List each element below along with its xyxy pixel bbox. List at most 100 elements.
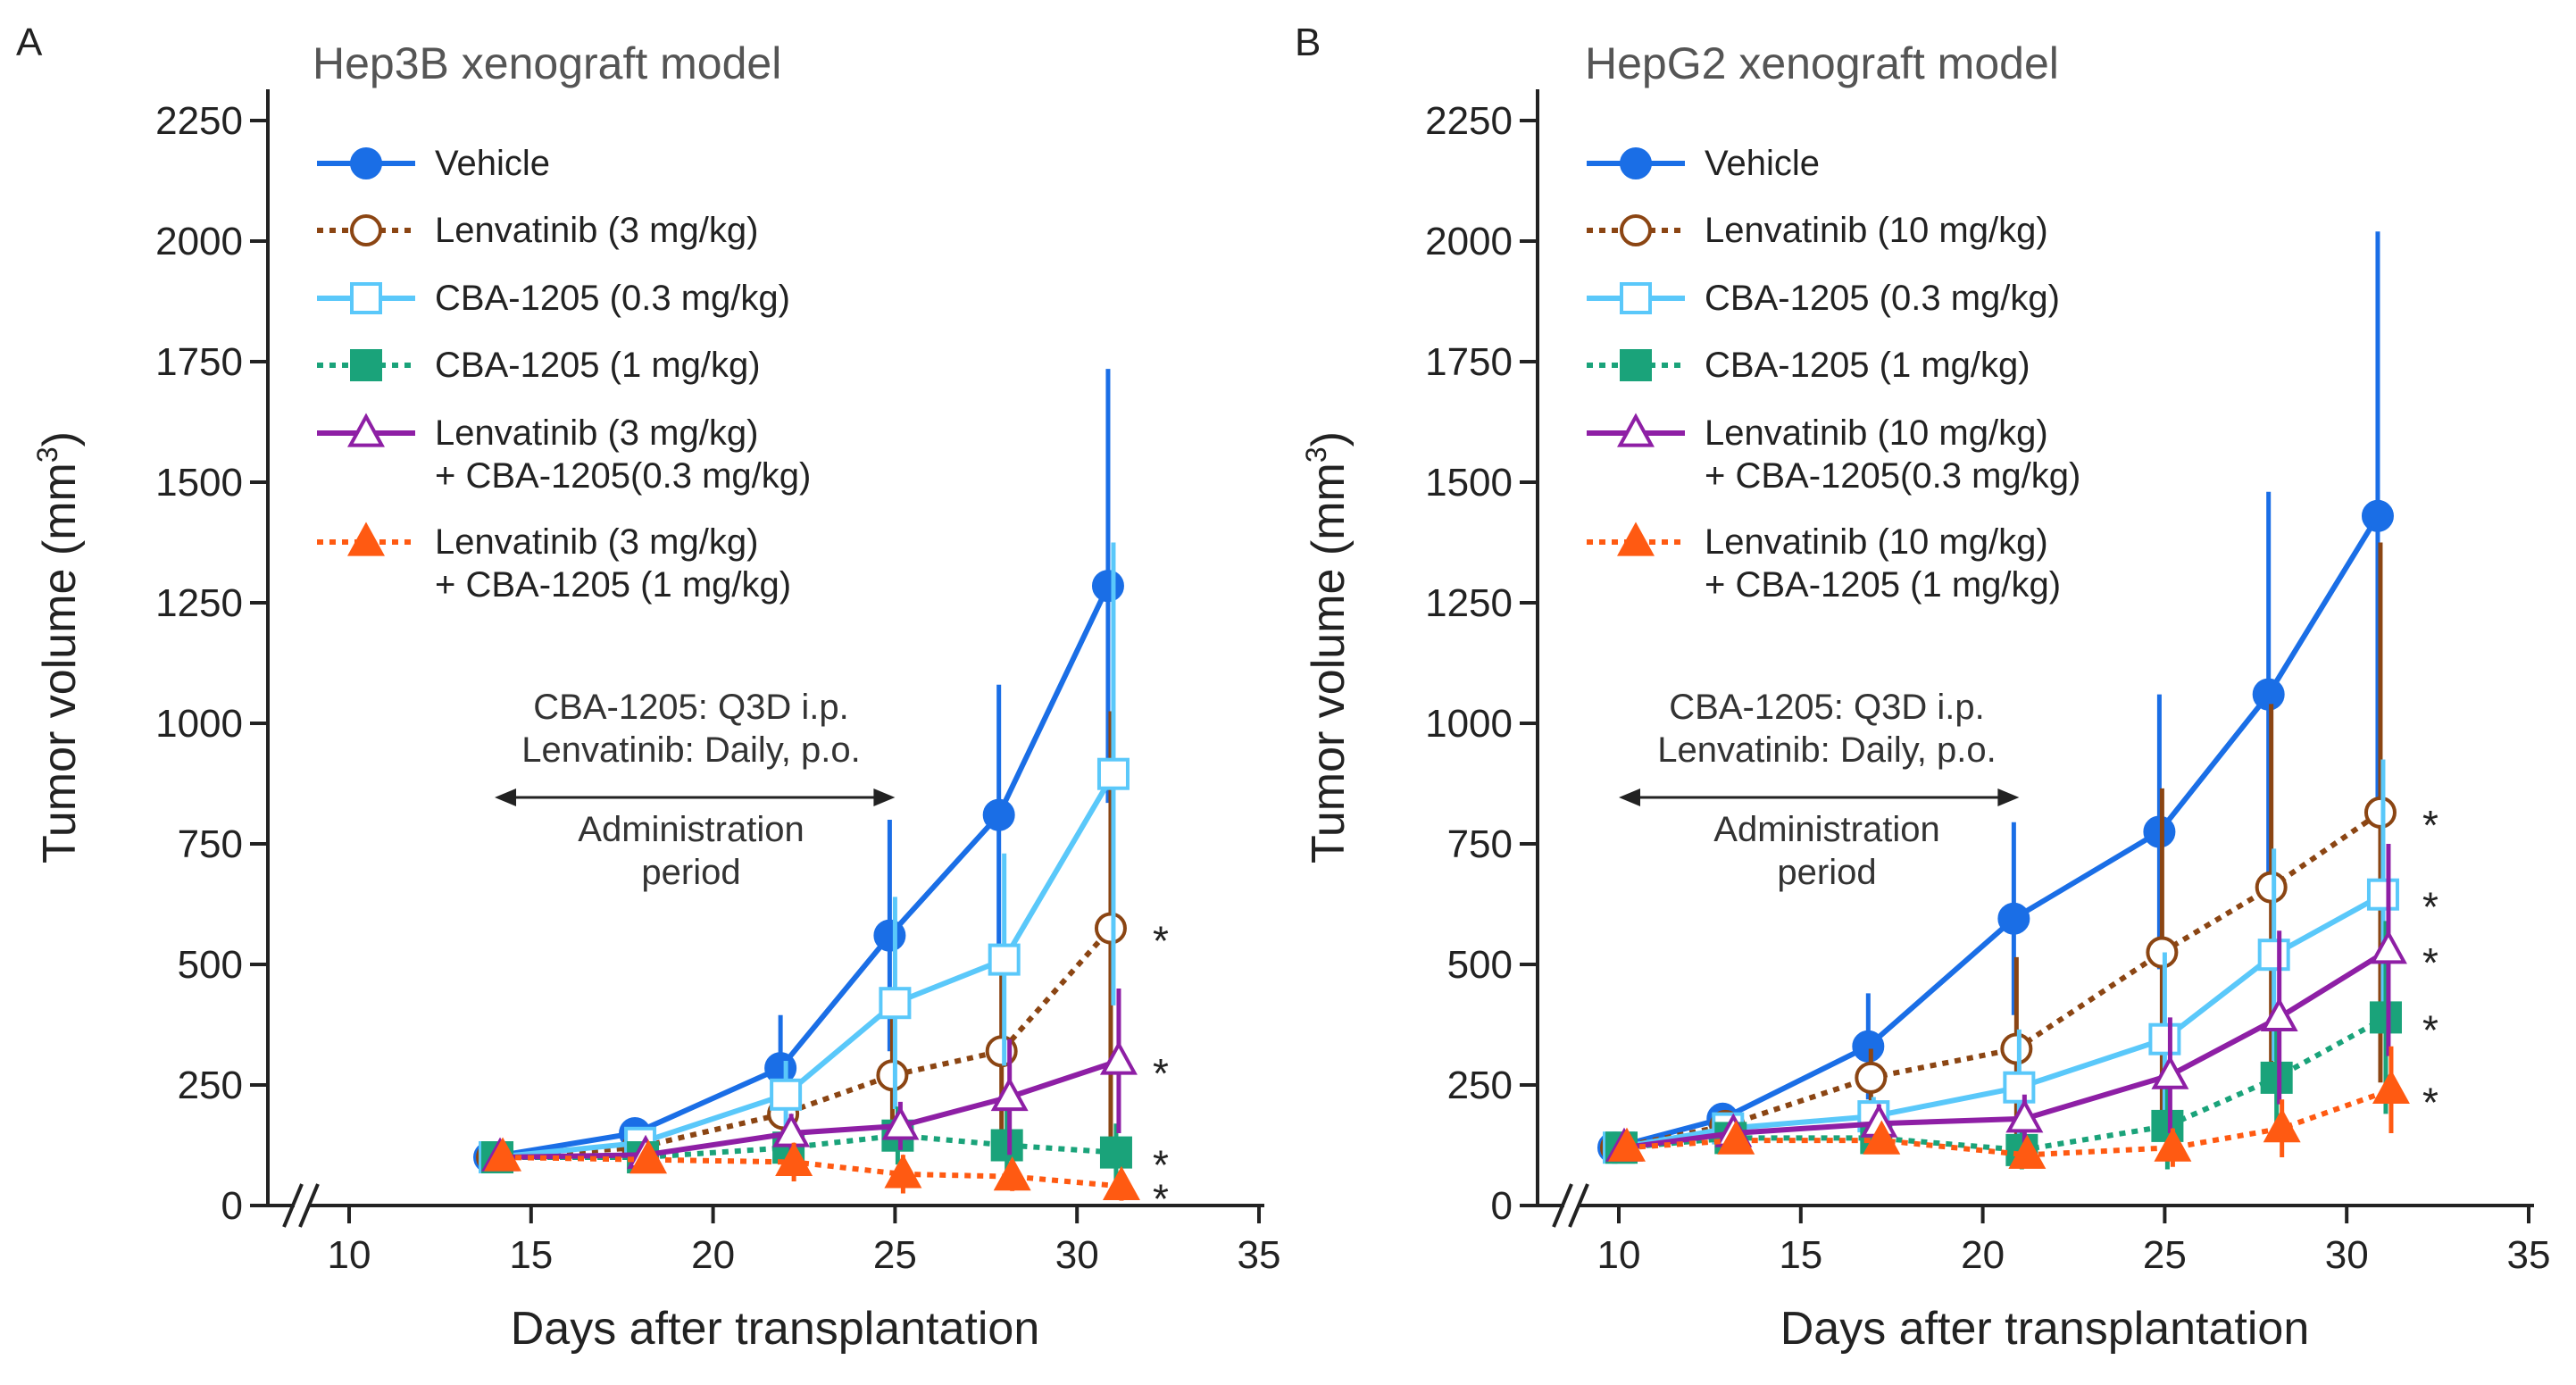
panel-b-plot-area: * * * * * bbox=[1597, 231, 2438, 1170]
legend-marker-veh bbox=[350, 147, 382, 179]
panel-a-legend-label-combo-low-line-2: + CBA-1205(0.3 mg/kg) bbox=[435, 456, 811, 496]
data-point-veh bbox=[764, 1052, 797, 1085]
panel-b-legend-item-cba-low: CBA-1205 (0.3 mg/kg) bbox=[1587, 279, 2060, 318]
data-point-veh bbox=[982, 798, 1015, 831]
panel-a-x-ticks: 10 15 20 25 30 35 bbox=[328, 1206, 1281, 1277]
panel-b-legend-item-combo-low: Lenvatinib (10 mg/kg) + CBA-1205(0.3 mg/… bbox=[1587, 413, 2080, 496]
panel-a-legend-symbol-combo-high bbox=[317, 521, 415, 556]
panel-a-legend-label-cba-high: CBA-1205 (1 mg/kg) bbox=[435, 346, 761, 385]
data-point-len bbox=[2000, 1032, 2033, 1065]
data-point-cbaHigh bbox=[2369, 1001, 2402, 1034]
panel-b-legend-item-combo-high: Lenvatinib (10 mg/kg) + CBA-1205 (1 mg/k… bbox=[1587, 521, 2061, 605]
data-point-veh bbox=[2361, 499, 2394, 532]
significance-star-cbaLow: * bbox=[2422, 884, 2438, 930]
panel-a-period-line-2: period bbox=[641, 853, 740, 892]
arrow-head-left bbox=[495, 788, 517, 806]
legend-marker-cbaLow bbox=[1620, 282, 1652, 314]
series-line-veh bbox=[488, 584, 1111, 1160]
panel-a-title: Hep3B xenograft model bbox=[313, 38, 781, 88]
panel-b-administration-arrow bbox=[1619, 788, 2020, 806]
y-tick-label: 250 bbox=[1447, 1064, 1513, 1107]
panel-a-legend-item-combo-high: Lenvatinib (3 mg/kg) + CBA-1205 (1 mg/kg… bbox=[317, 521, 791, 605]
significance-star-cbaHigh: * bbox=[2422, 1006, 2438, 1053]
legend-marker-len bbox=[1620, 214, 1652, 246]
panel-b-period-line-1: Administration bbox=[1713, 810, 1939, 849]
data-point-veh bbox=[1091, 570, 1124, 603]
data-point-comboLow bbox=[2005, 1098, 2044, 1133]
panel-a-legend-symbol-combo-low bbox=[317, 413, 415, 447]
data-point-comboHigh bbox=[484, 1137, 522, 1172]
panel-b-legend-label-cba-low: CBA-1205 (0.3 mg/kg) bbox=[1705, 279, 2060, 318]
y-tick-label: 1750 bbox=[1425, 340, 1513, 384]
panel-a-legend-label-combo-high: Lenvatinib (3 mg/kg) bbox=[435, 522, 758, 562]
y-tick-label: 750 bbox=[178, 822, 243, 866]
x-tick-label: 30 bbox=[2325, 1233, 2369, 1277]
data-point-comboHigh bbox=[2372, 1069, 2410, 1104]
y-tick-label: 1000 bbox=[1425, 702, 1513, 746]
series-line-comboLow bbox=[499, 1058, 1120, 1160]
y-tick-label: 2250 bbox=[155, 99, 243, 143]
data-point-comboLow bbox=[1099, 1040, 1138, 1075]
data-point-cbaLow bbox=[2148, 1022, 2181, 1055]
data-point-veh bbox=[1852, 1030, 1885, 1063]
y-tick-label: 0 bbox=[1491, 1184, 1513, 1228]
panel-b-schedule-line-1: CBA-1205: Q3D i.p. bbox=[1669, 688, 1985, 727]
panel-a-legend: Vehicle Lenvatinib (3 mg/kg) CBA-1205 (0… bbox=[317, 144, 811, 605]
panel-a-y-ticks: 0 250 500 750 1000 1250 1500 1750 2000 2250 bbox=[155, 99, 268, 1228]
y-tick-label: 2250 bbox=[1425, 99, 1513, 143]
legend-marker-cbaHigh bbox=[350, 349, 382, 381]
panel-b-legend-label-cba-high: CBA-1205 (1 mg/kg) bbox=[1705, 346, 2030, 385]
significance-star-cbaHigh: * bbox=[1153, 1142, 1169, 1189]
significance-star-comboHigh: * bbox=[2422, 1079, 2438, 1125]
panel-a-schedule-line-1: CBA-1205: Q3D i.p. bbox=[533, 688, 849, 727]
series-line-len bbox=[491, 926, 1113, 1160]
y-tick-label: 1250 bbox=[1425, 581, 1513, 625]
data-point-comboHigh bbox=[2263, 1108, 2301, 1143]
data-point-cbaHigh bbox=[2151, 1109, 2184, 1142]
data-point-cbaLow bbox=[2366, 878, 2399, 911]
panel-b-legend-label-combo-low: Lenvatinib (10 mg/kg) bbox=[1705, 413, 2048, 453]
y-tick-label: 1500 bbox=[1425, 461, 1513, 505]
panel-a-legend-label-vehicle: Vehicle bbox=[435, 144, 550, 183]
panel-a-legend-symbol-cba-low bbox=[317, 282, 415, 314]
data-point-len bbox=[876, 1059, 909, 1092]
panel-b-legend-symbol-cba-high bbox=[1587, 349, 1685, 381]
x-tick-label: 30 bbox=[1055, 1233, 1099, 1277]
y-tick-label: 1750 bbox=[155, 340, 243, 384]
panel-a-axis-break-mark-1 bbox=[282, 1183, 304, 1228]
panel-a-axis-break-mark-2 bbox=[298, 1183, 320, 1228]
data-point-len bbox=[1855, 1061, 1888, 1094]
data-point-comboLow bbox=[772, 1113, 811, 1147]
legend-marker-cbaLow bbox=[350, 282, 382, 314]
x-tick-label: 15 bbox=[509, 1233, 553, 1277]
panel-a-legend-item-vehicle: Vehicle bbox=[317, 144, 550, 183]
arrow-head-right bbox=[873, 788, 896, 806]
panel-b-axis-break-mark-2 bbox=[1568, 1183, 1589, 1228]
panel-b-legend-item-vehicle: Vehicle bbox=[1587, 144, 1820, 183]
series-line-cbaLow bbox=[494, 772, 1116, 1160]
significance-star-len: * bbox=[1153, 918, 1169, 964]
x-tick-label: 35 bbox=[1238, 1233, 1281, 1277]
panel-b-label: B bbox=[1295, 21, 1321, 64]
panel-b-legend-item-lenvatinib: Lenvatinib (10 mg/kg) bbox=[1587, 211, 2048, 250]
y-tick-label: 1000 bbox=[155, 702, 243, 746]
data-point-comboHigh bbox=[2008, 1134, 2047, 1169]
data-point-veh bbox=[1997, 902, 2030, 935]
data-point-cbaHigh bbox=[1099, 1136, 1132, 1169]
panel-a-legend-symbol-vehicle bbox=[317, 147, 415, 179]
panel-a-legend-item-cba-low: CBA-1205 (0.3 mg/kg) bbox=[317, 279, 790, 318]
panel-b-y-ticks: 0 250 500 750 1000 1250 1500 1750 2000 2250 bbox=[1425, 99, 1538, 1228]
panel-a-legend-item-cba-high: CBA-1205 (1 mg/kg) bbox=[317, 346, 761, 385]
series-line-comboHigh bbox=[502, 1155, 1122, 1189]
data-point-comboHigh bbox=[1863, 1120, 1901, 1155]
panel-a-x-axis: 10 15 20 25 30 35 Days after transplantation bbox=[268, 1183, 1281, 1355]
x-tick-label: 20 bbox=[691, 1233, 735, 1277]
legend-marker-len bbox=[350, 214, 382, 246]
panel-b-x-ticks: 10 15 20 25 30 35 bbox=[1597, 1206, 2550, 1277]
panel-a-legend-symbol-lenvatinib bbox=[317, 214, 415, 246]
y-tick-label: 2000 bbox=[155, 220, 243, 263]
panel-b-y-axis-label: Tumor volume (mm3) bbox=[1300, 431, 1355, 864]
panel-a-administration-arrow bbox=[495, 788, 896, 806]
panel-a-legend-label-lenvatinib: Lenvatinib (3 mg/kg) bbox=[435, 211, 758, 250]
